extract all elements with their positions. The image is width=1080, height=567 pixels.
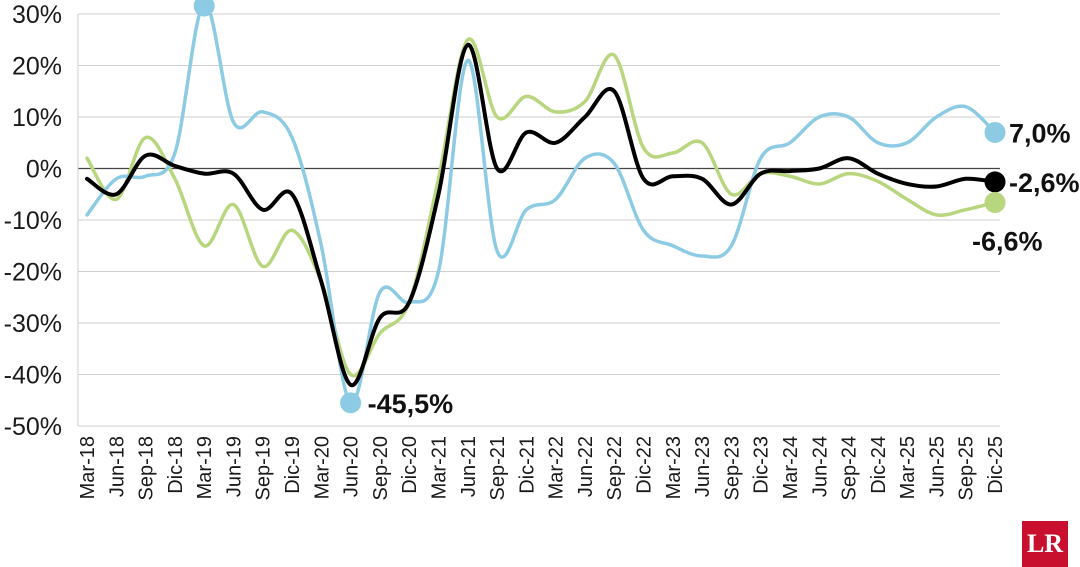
x-tick-label: Dic-23 — [751, 436, 773, 494]
x-tick-label: Sep-19 — [253, 436, 275, 501]
x-tick-label: Dic-20 — [399, 436, 421, 494]
min-value-label: -45,5% — [368, 389, 454, 419]
end-marker — [984, 191, 1006, 213]
y-tick-label: 20% — [12, 53, 62, 81]
x-axis: Mar-18 Jun-18 Sep-18 Dic-18 Mar-19 Jun-19 Sep-… — [77, 436, 1007, 501]
x-tick-label: Mar-25 — [897, 436, 919, 499]
y-tick-label: 30% — [12, 1, 62, 29]
end-value-label: -6,6% — [972, 226, 1043, 256]
x-tick-label: Dic-24 — [868, 436, 890, 494]
y-axis: 30% 20% 10% 0% -10% -20% -30% -40% -50% — [4, 1, 62, 441]
end-value-label: -2,6% — [1009, 168, 1080, 198]
x-tick-label: Dic-19 — [282, 436, 304, 494]
x-tick-label: Mar-22 — [546, 436, 568, 499]
y-tick-label: 0% — [26, 156, 62, 184]
y-tick-label: -50% — [4, 413, 62, 441]
x-tick-label: Mar-20 — [311, 436, 333, 499]
lr-logo: LR — [1022, 521, 1068, 567]
x-tick-label: Jun-23 — [692, 436, 714, 497]
series-line-black — [85, 42, 997, 387]
x-tick-label: Dic-22 — [634, 436, 656, 494]
x-tick-label: Jun-20 — [341, 436, 363, 497]
x-tick-label: Jun-25 — [926, 436, 948, 497]
x-tick-label: Mar-18 — [77, 436, 99, 499]
x-tick-label: Sep-23 — [721, 436, 743, 501]
x-tick-label: Sep-24 — [839, 436, 861, 501]
y-tick-label: -30% — [4, 310, 62, 338]
x-tick-label: Dic-21 — [516, 436, 538, 494]
x-tick-label: Jun-21 — [458, 436, 480, 497]
end-marker — [984, 121, 1006, 143]
x-tick-label: Dic-25 — [985, 436, 1007, 494]
x-tick-label: Sep-22 — [604, 436, 626, 501]
x-tick-label: Sep-20 — [370, 436, 392, 501]
y-tick-label: -40% — [4, 362, 62, 390]
y-tick-label: -10% — [4, 207, 62, 235]
series-line-green — [85, 37, 997, 378]
x-tick-label: Jun-18 — [106, 436, 128, 497]
x-tick-label: Jun-19 — [223, 436, 245, 497]
x-tick-label: Dic-18 — [165, 436, 187, 494]
series-group — [85, 1, 997, 405]
x-tick-label: Mar-23 — [663, 436, 685, 499]
x-tick-label: Mar-21 — [428, 436, 450, 499]
x-tick-label: Jun-24 — [809, 436, 831, 497]
end-markers: 7,0% -2,6% -6,6% -45,5% — [193, 0, 1080, 419]
x-tick-label: Jun-22 — [575, 436, 597, 497]
end-value-label: 7,0% — [1009, 118, 1071, 148]
y-tick-label: -20% — [4, 259, 62, 287]
x-tick-label: Mar-24 — [780, 436, 802, 499]
max-marker — [193, 0, 215, 17]
series-line-blue — [85, 1, 997, 405]
x-tick-label: Sep-25 — [956, 436, 978, 501]
x-tick-label: Sep-18 — [136, 436, 158, 501]
min-marker — [340, 392, 362, 414]
x-tick-label: Sep-21 — [487, 436, 509, 501]
end-marker — [984, 171, 1006, 193]
x-tick-label: Mar-19 — [194, 436, 216, 499]
y-tick-label: 10% — [12, 104, 62, 132]
gridlines — [77, 13, 1000, 427]
